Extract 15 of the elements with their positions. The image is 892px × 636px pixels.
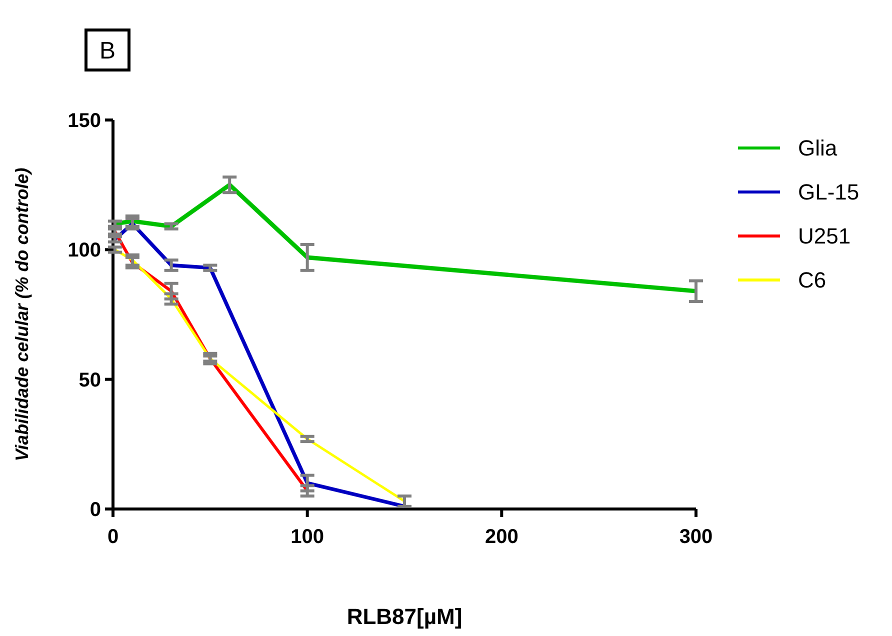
text: B (99, 37, 116, 64)
x-tick-label: 100 (290, 526, 324, 548)
legend-label: GL-15 (798, 180, 860, 205)
y-tick-label: 50 (78, 369, 101, 392)
x-axis-title: RLB87[µM] (346, 604, 462, 629)
legend-label: Glia (798, 136, 838, 161)
x-tick-label: 200 (484, 526, 518, 548)
y-axis-title: Viabilidade celular (% do controle) (12, 168, 32, 462)
y-tick-label: 0 (90, 499, 101, 521)
x-tick-label: 300 (679, 526, 713, 548)
x-tick-label: 0 (107, 526, 119, 548)
legend-label: U251 (798, 224, 851, 249)
y-tick-label: 150 (68, 110, 101, 132)
legend-label: C6 (798, 268, 826, 293)
y-tick-label: 100 (68, 240, 101, 262)
